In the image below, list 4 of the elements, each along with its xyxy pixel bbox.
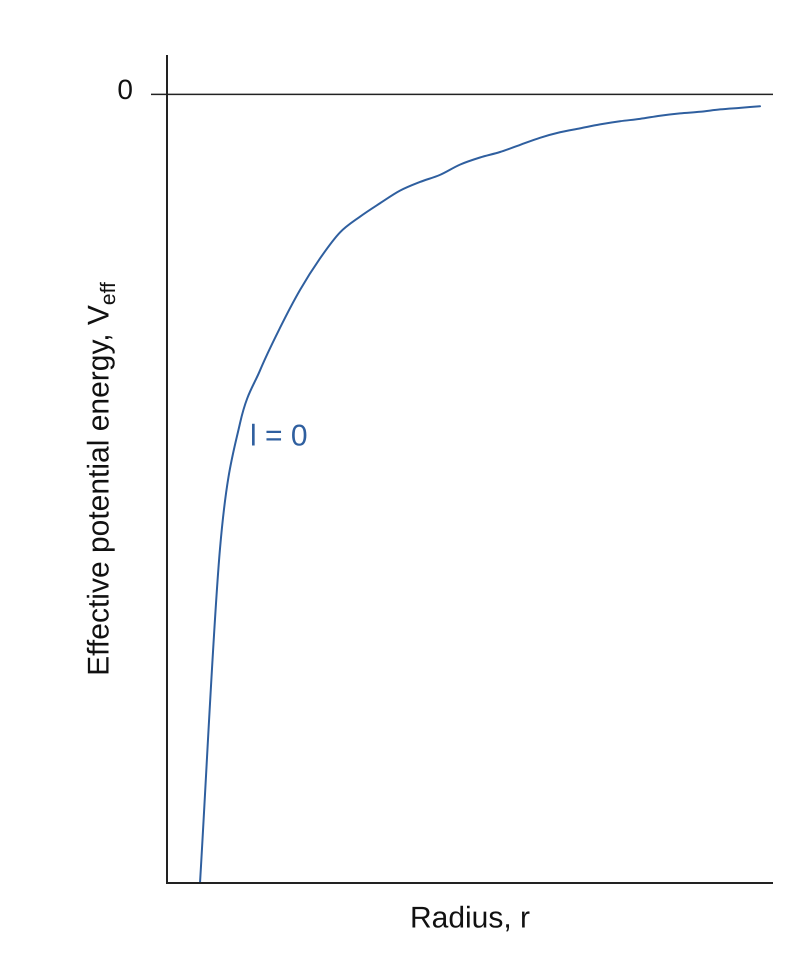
x-axis-title: Radius, r <box>410 901 530 934</box>
series-label: l = 0 <box>250 420 308 453</box>
ref-line-label: 0 <box>117 74 133 106</box>
y-axis-title: Effective potential energy, Veff <box>82 282 120 676</box>
